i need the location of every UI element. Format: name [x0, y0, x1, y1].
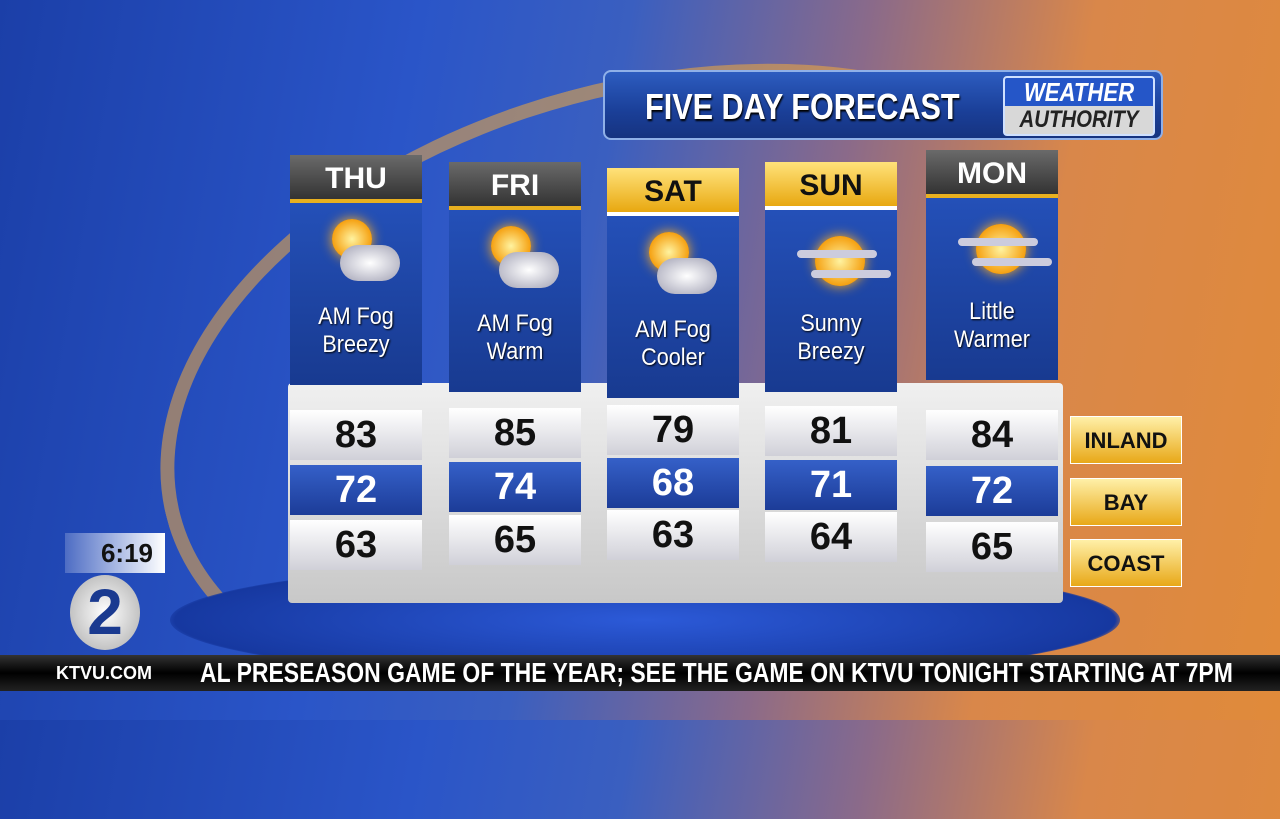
temp-inland: 84	[926, 410, 1058, 460]
temp-bay: 72	[290, 465, 422, 515]
clock: 6:19	[65, 533, 165, 573]
region-label-inland: INLAND	[1070, 416, 1182, 464]
condition-line-2: Breezy	[797, 338, 865, 365]
condition-line-1: AM Fog	[635, 316, 711, 343]
condition-line-2: Warmer	[954, 326, 1030, 353]
condition-panel: AM Fog Cooler	[607, 216, 739, 398]
partly-cloudy-icon	[322, 215, 402, 295]
condition-line-2: Breezy	[322, 331, 390, 358]
brand-line-1: WEATHER	[1023, 77, 1135, 107]
temp-coast: 64	[765, 512, 897, 562]
condition-line-1: AM Fog	[318, 303, 394, 330]
condition-panel: AM Fog Breezy	[290, 203, 422, 385]
temp-bay: 74	[449, 462, 581, 512]
news-ticker: KTVU.COM AL PRESEASON GAME OF THE YEAR; …	[0, 655, 1280, 691]
partly-cloudy-icon	[481, 222, 561, 302]
partly-cloudy-icon	[639, 228, 719, 308]
day-label: THU	[290, 155, 422, 203]
condition-line-1: AM Fog	[477, 310, 553, 337]
condition-panel: AM Fog Warm	[449, 210, 581, 392]
condition-panel: Little Warmer	[926, 198, 1058, 380]
temp-bay: 71	[765, 460, 897, 510]
day-label: SUN	[765, 162, 897, 210]
weather-authority-logo: WEATHER AUTHORITY	[1003, 76, 1155, 136]
temp-bay: 72	[926, 466, 1058, 516]
condition-text: Sunny Breezy	[772, 310, 891, 366]
temp-inland: 83	[290, 410, 422, 460]
condition-line-2: Cooler	[641, 344, 705, 371]
station-logo: 2	[70, 575, 140, 650]
title-bar: FIVE DAY FORECAST WEATHER AUTHORITY	[603, 70, 1163, 140]
day-label: FRI	[449, 162, 581, 210]
temp-bay: 68	[607, 458, 739, 508]
page-title: FIVE DAY FORECAST	[645, 86, 960, 127]
condition-line-1: Sunny	[800, 310, 862, 337]
ticker-text: AL PRESEASON GAME OF THE YEAR; SEE THE G…	[200, 657, 1233, 688]
condition-text: Little Warmer	[933, 298, 1052, 354]
condition-text: AM Fog Warm	[456, 310, 575, 366]
temp-coast: 65	[926, 522, 1058, 572]
day-column-mon: MON Little Warmer	[926, 150, 1058, 380]
day-label: SAT	[607, 168, 739, 216]
hazy-sun-icon	[958, 210, 1052, 290]
temp-coast: 63	[290, 520, 422, 570]
region-label-coast: COAST	[1070, 539, 1182, 587]
condition-text: AM Fog Cooler	[614, 316, 733, 372]
brand-line-2: AUTHORITY	[1019, 106, 1139, 133]
condition-text: AM Fog Breezy	[297, 303, 416, 359]
day-column-thu: THU AM Fog Breezy	[290, 155, 422, 385]
temp-inland: 79	[607, 405, 739, 455]
day-column-sun: SUN Sunny Breezy	[765, 162, 897, 392]
temp-inland: 85	[449, 408, 581, 458]
day-column-fri: FRI AM Fog Warm	[449, 162, 581, 392]
temp-coast: 65	[449, 515, 581, 565]
day-label: MON	[926, 150, 1058, 198]
day-column-sat: SAT AM Fog Cooler	[607, 168, 739, 398]
condition-line-1: Little	[969, 298, 1015, 325]
region-label-bay: BAY	[1070, 478, 1182, 526]
hazy-sun-icon	[797, 222, 891, 302]
temp-inland: 81	[765, 406, 897, 456]
temp-coast: 63	[607, 510, 739, 560]
condition-panel: Sunny Breezy	[765, 210, 897, 392]
station-website: KTVU.COM	[56, 663, 152, 683]
condition-line-2: Warm	[486, 338, 544, 365]
